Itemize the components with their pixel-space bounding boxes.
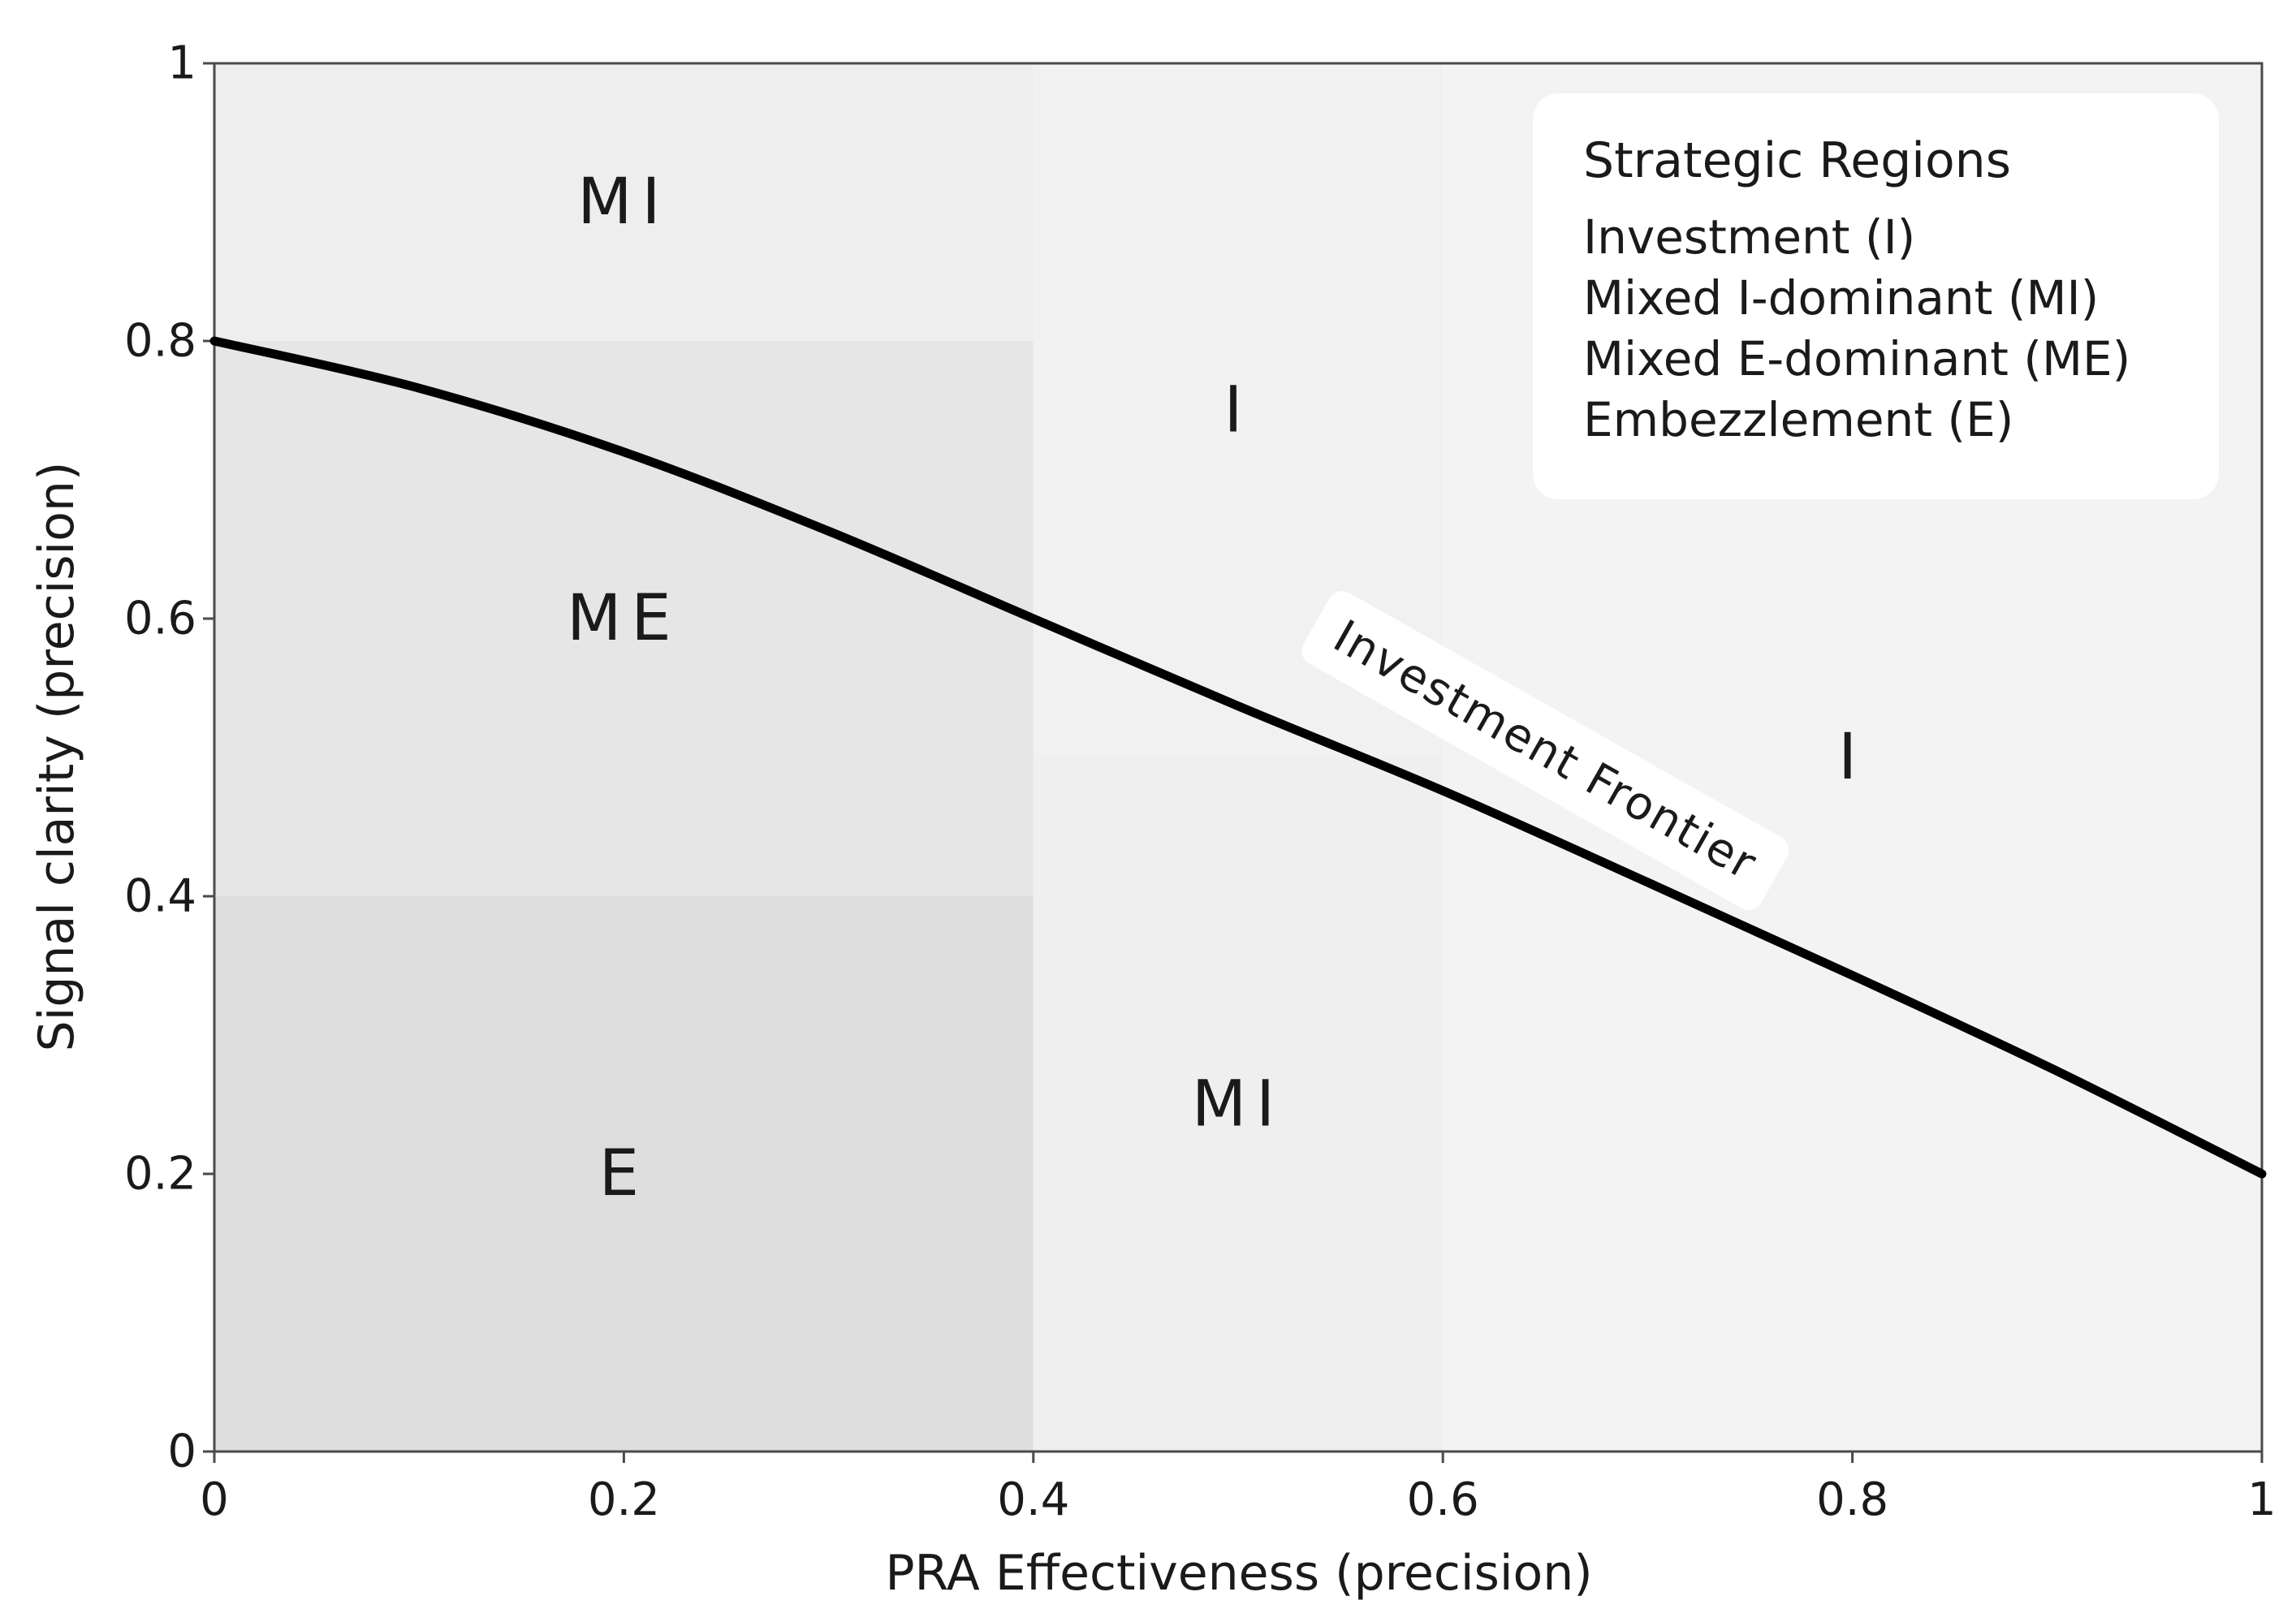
x-axis-ticks: 0 0.2 0.4 0.6 0.8 1 <box>200 1452 2277 1526</box>
x-tick-label: 0 <box>200 1473 229 1526</box>
x-tick-label: 0.4 <box>997 1473 1069 1526</box>
region-me-1 <box>214 341 1034 896</box>
region-e-0 <box>214 896 1034 1452</box>
legend-item-mixed-e-dominant: Mixed E-dominant (ME) <box>1583 331 2130 386</box>
frontier-label-box <box>1301 590 1789 910</box>
legend-item-mixed-i-dominant: Mixed I-dominant (MI) <box>1583 270 2099 326</box>
legend-title: Strategic Regions <box>1583 132 2011 189</box>
region-label-mi-4: MI <box>1192 1068 1284 1141</box>
x-tick-label: 0.6 <box>1407 1473 1479 1526</box>
x-tick-label: 0.2 <box>588 1473 660 1526</box>
legend: Strategic Regions Investment (I) Mixed I… <box>1533 93 2219 499</box>
y-tick-label: 1 <box>167 37 196 90</box>
legend-box <box>1533 93 2219 499</box>
region-label-e-2: E <box>599 1137 649 1210</box>
x-tick-label: 0.8 <box>1816 1473 1888 1526</box>
investment-frontier-line <box>209 336 2267 1179</box>
y-tick-label: 0.6 <box>124 593 196 645</box>
legend-item-investment: Investment (I) <box>1583 209 1915 265</box>
region-label-me-1: ME <box>567 582 681 655</box>
region-mi-2 <box>214 63 1034 341</box>
legend-item-embezzlement: Embezzlement (E) <box>1583 392 2013 447</box>
plot-frame <box>213 62 2264 1453</box>
y-tick-label: 0.2 <box>124 1148 196 1201</box>
y-tick-label: 0.4 <box>124 870 196 923</box>
y-axis-ticks: 0 0.2 0.4 0.6 0.8 1 <box>124 37 214 1478</box>
region-label-mi-0: MI <box>577 166 670 239</box>
y-tick-label: 0.8 <box>124 315 196 368</box>
region-label-i-3: I <box>1224 374 1252 447</box>
region-mi-4 <box>1033 757 1444 1452</box>
region-labels: MI ME E I MI I <box>567 166 1867 1210</box>
x-axis-label: PRA Effectiveness (precision) <box>885 1545 1592 1602</box>
x-tick-label: 1 <box>2247 1473 2277 1526</box>
y-tick-label: 0 <box>167 1426 196 1478</box>
region-label-i-5: I <box>1838 721 1867 794</box>
strategic-regions <box>214 63 2262 1452</box>
y-axis-label: Signal clarity (precision) <box>28 462 85 1052</box>
